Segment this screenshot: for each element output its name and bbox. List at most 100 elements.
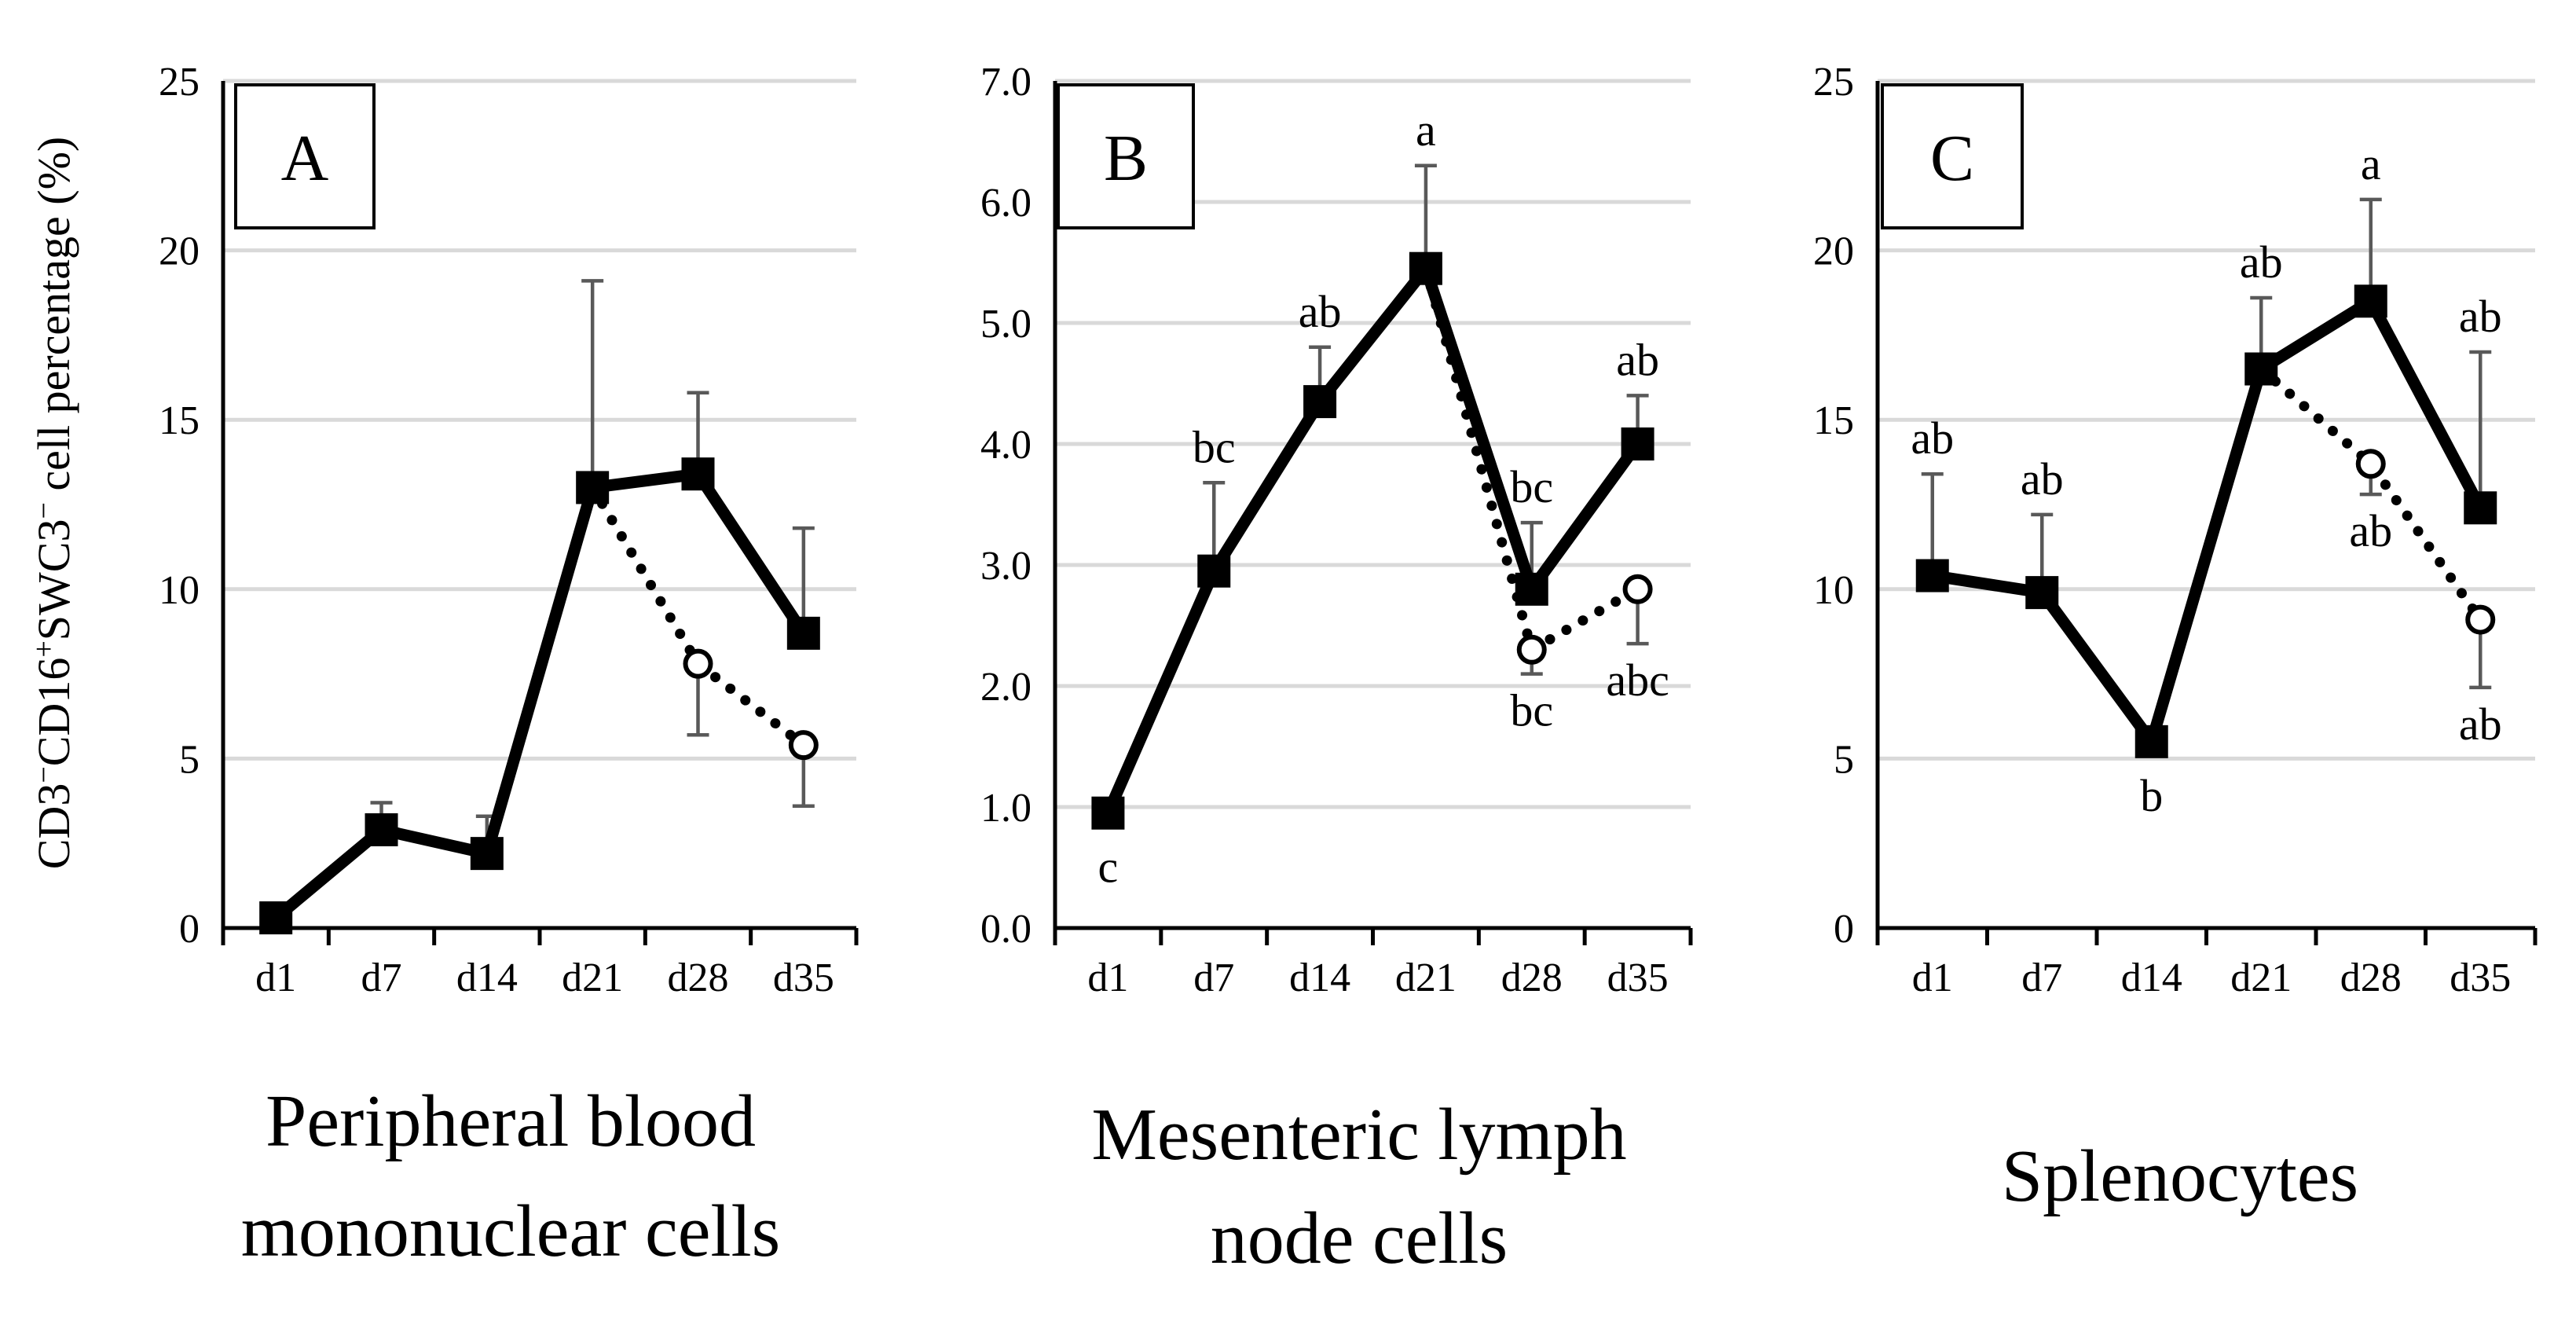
x-tick-label: d28 — [1501, 956, 1563, 1000]
y-tick-label: 25 — [1813, 60, 1854, 105]
y-tick-label: 4.0 — [980, 423, 1031, 468]
significance-label: a — [2361, 138, 2381, 189]
significance-label: c — [1098, 842, 1119, 893]
significance-label: ab — [2349, 505, 2392, 556]
data-point-square — [1515, 572, 1548, 606]
y-tick-label: 25 — [159, 60, 200, 105]
y-tick-label: 0 — [1834, 907, 1854, 952]
y-tick-label: 10 — [1813, 568, 1854, 613]
y-tick-label: 15 — [159, 398, 200, 443]
x-tick-label: d14 — [2121, 956, 2182, 1000]
significance-label: abc — [1606, 655, 1669, 706]
ylabel-text: SWC3 — [28, 519, 79, 641]
ylabel-text: CD3 — [28, 783, 79, 870]
x-tick-label: d35 — [2450, 956, 2511, 1000]
y-tick-label: 20 — [1813, 229, 1854, 274]
data-point-circle — [1516, 634, 1547, 665]
data-point-square — [470, 837, 504, 871]
data-point-square — [2134, 725, 2168, 758]
data-point-square — [1303, 385, 1337, 419]
y-tick-label: 0 — [179, 907, 200, 952]
x-tick-label: d1 — [1087, 956, 1128, 1000]
x-tick-label: d7 — [361, 956, 402, 1000]
data-point-square — [786, 616, 820, 650]
panel-caption: Peripheral blood — [266, 1080, 756, 1162]
x-tick-label: d28 — [668, 956, 729, 1000]
y-tick-label: 10 — [159, 568, 200, 613]
panel-letter: B — [1104, 122, 1148, 195]
significance-label: ab — [2021, 453, 2064, 504]
data-point-square — [2354, 284, 2387, 318]
data-point-square — [365, 813, 398, 846]
panel-letter-box — [234, 83, 376, 229]
data-point-square — [259, 901, 293, 935]
x-tick-label: d7 — [2021, 956, 2062, 1000]
series-line-solid — [272, 468, 809, 923]
significance-label: ab — [2459, 699, 2502, 750]
significance-label: ab — [2240, 237, 2283, 288]
significance-label: b — [2140, 770, 2163, 821]
series-line-solid — [1931, 295, 2486, 748]
x-tick-label: d35 — [1607, 956, 1669, 1000]
panel-caption: node cells — [1211, 1198, 1508, 1279]
panel-a: 0 5 10 15 20 25 d1 d7 d14 d21 d28 d35 A Peripheral bl… — [159, 60, 859, 1272]
y-tick-label: 5 — [179, 737, 200, 782]
significance-label: a — [1416, 105, 1436, 156]
y-tick-label: 1.0 — [980, 786, 1031, 831]
y-tick-label: 15 — [1813, 398, 1854, 443]
data-point-square — [2244, 352, 2278, 386]
panel-letter: C — [1930, 122, 1974, 195]
series-line-solid — [1102, 262, 1643, 816]
y-tick-label: 0.0 — [980, 907, 1031, 952]
data-point-square — [576, 471, 610, 504]
data-point-square — [681, 457, 715, 491]
panel-caption: mononuclear cells — [241, 1190, 780, 1272]
y-tick-label: 3.0 — [980, 544, 1031, 589]
data-point-circle — [2355, 449, 2386, 479]
data-point-square — [1621, 427, 1654, 460]
x-tick-label: d1 — [1912, 956, 1953, 1000]
significance-label: bc — [1193, 421, 1236, 472]
x-tick-label: d7 — [1193, 956, 1234, 1000]
panel-caption: Splenocytes — [2002, 1135, 2358, 1217]
data-point-square — [2025, 576, 2059, 610]
x-tick-label: d1 — [255, 956, 296, 1000]
data-point-square — [1091, 796, 1125, 830]
significance-label: bc — [1510, 461, 1553, 512]
data-point-circle — [788, 730, 819, 761]
panel-letter-box — [1057, 83, 1195, 229]
data-point-circle — [1622, 574, 1653, 604]
ylabel-superscript: + — [27, 640, 60, 657]
y-axis-label: CD3−CD16+SWC3− cell percentage (%) — [27, 137, 79, 869]
y-tick-label: 20 — [159, 229, 200, 274]
y-tick-label: 2.0 — [980, 665, 1031, 710]
x-tick-label: d21 — [1395, 956, 1457, 1000]
y-tick-label: 7.0 — [980, 60, 1031, 105]
ylabel-superscript: − — [27, 502, 60, 519]
ylabel-text: CD16 — [28, 658, 79, 767]
data-point-square — [2464, 491, 2497, 525]
x-tick-label: d21 — [562, 956, 623, 1000]
y-tick-label: 5.0 — [980, 302, 1031, 347]
panel-b: 0.0 1.0 2.0 3.0 4.0 5.0 6.0 7.0 d1 d7 d14 d21 d28 d35… — [980, 60, 1693, 1279]
x-tick-label: d21 — [2230, 956, 2292, 1000]
data-point-circle — [2465, 604, 2496, 635]
panel-letter-box — [1881, 83, 2024, 229]
panel-caption: Mesenteric lymph — [1091, 1094, 1626, 1176]
chart-panels: 0 5 10 15 20 25 d1 d7 d14 d21 d28 d35 A Peripheral bl… — [159, 60, 2538, 1279]
y-tick-label: 5 — [1834, 737, 1854, 782]
ylabel-superscript: − — [27, 766, 60, 783]
x-tick-label: d35 — [773, 956, 834, 1000]
ylabel-text: cell percentage (%) — [28, 137, 79, 502]
x-tick-label: d14 — [456, 956, 518, 1000]
y-tick-label: 6.0 — [980, 181, 1031, 226]
x-tick-label: d14 — [1289, 956, 1350, 1000]
x-tick-label: d28 — [2340, 956, 2402, 1000]
data-point-circle — [683, 648, 713, 679]
data-point-square — [1409, 251, 1442, 285]
data-point-square — [1915, 559, 1949, 592]
significance-label: ab — [1616, 334, 1659, 385]
data-point-square — [1197, 554, 1231, 588]
